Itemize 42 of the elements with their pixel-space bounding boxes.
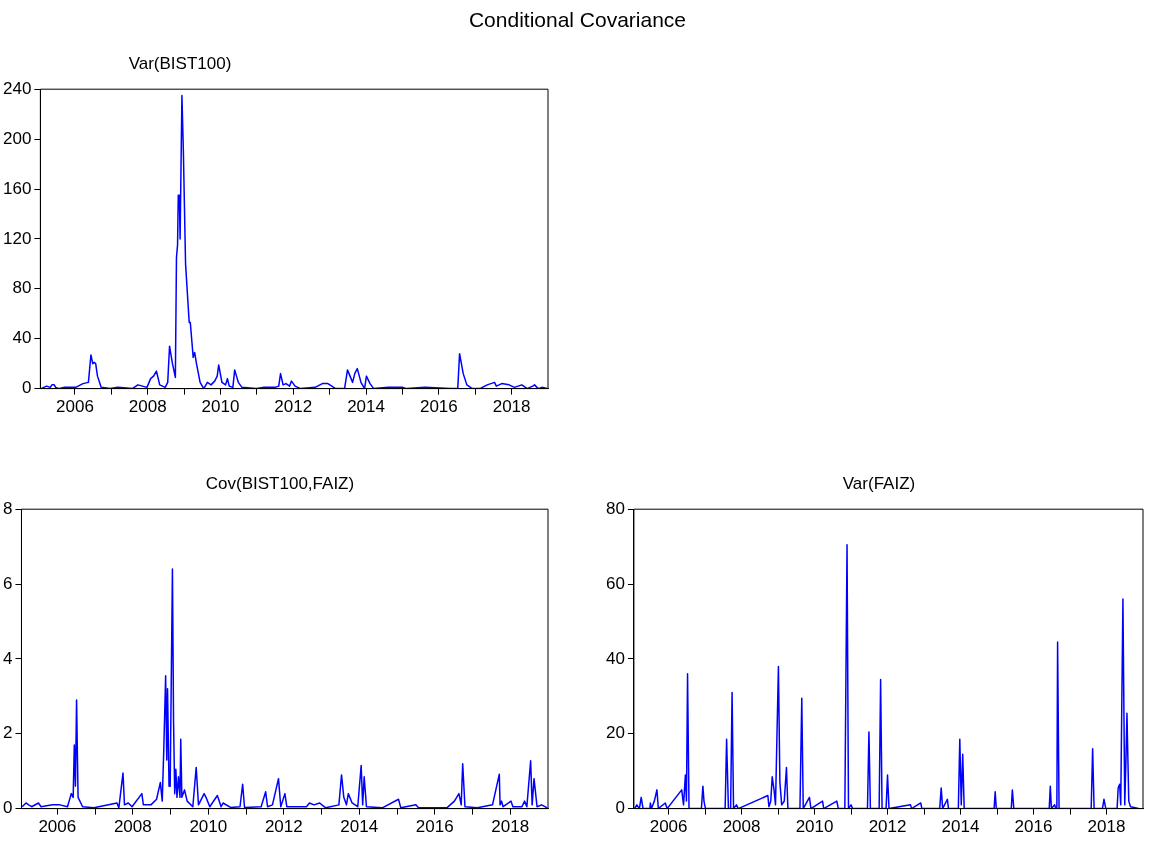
y-tick-label: 80 [605,498,625,518]
y-tick-label: 0 [615,798,625,818]
y-tick-label: 120 [2,228,32,248]
x-tick-label: 2012 [868,817,907,837]
x-tick-label: 2016 [419,397,458,417]
x-tick-label: 2010 [189,817,228,837]
y-tick-label: 4 [2,648,13,668]
chart-subtitle: Var(BIST100) [127,53,233,75]
y-tick-label: 6 [2,573,13,593]
y-tick-label: 20 [605,723,625,743]
y-tick-label: 200 [2,128,32,148]
y-tick-label: 0 [2,798,13,818]
x-tick-label: 2012 [264,817,303,837]
x-tick-label: 2010 [201,397,240,417]
chart-title: Cov(BIST100,FAIZ) [204,473,356,495]
y-tick-label: 80 [12,278,32,298]
x-tick-label: 2016 [1014,817,1053,837]
y-tick-label: 60 [605,573,625,593]
y-tick-label: 40 [12,328,32,348]
x-tick-label: 2008 [128,397,167,417]
x-tick-label: 2014 [347,397,385,417]
x-tick-label: 2014 [340,817,379,837]
y-tick-label: 160 [2,178,32,198]
x-tick-label: 2016 [415,817,454,837]
y-tick-label: 2 [2,723,13,743]
y-tick-label: 8 [2,498,13,518]
y-tick-label: 40 [605,648,625,668]
x-tick-label: 2008 [113,817,152,837]
x-tick-label: 2010 [795,817,834,837]
x-tick-label: 2006 [649,817,688,837]
x-tick-label: 2008 [722,817,761,837]
y-tick-label: 0 [21,378,32,398]
x-tick-label: 2018 [492,397,531,417]
x-tick-label: 2014 [941,817,980,837]
x-tick-label: 2018 [1087,817,1126,837]
chart-title: Conditional Covariance [467,8,688,32]
y-tick-label: 240 [2,78,32,98]
x-tick-label: 2012 [274,397,313,417]
x-tick-label: 2018 [491,817,530,837]
chart-title: Var(FAIZ) [841,473,917,495]
x-tick-label: 2006 [56,397,94,417]
x-tick-label: 2006 [38,817,77,837]
